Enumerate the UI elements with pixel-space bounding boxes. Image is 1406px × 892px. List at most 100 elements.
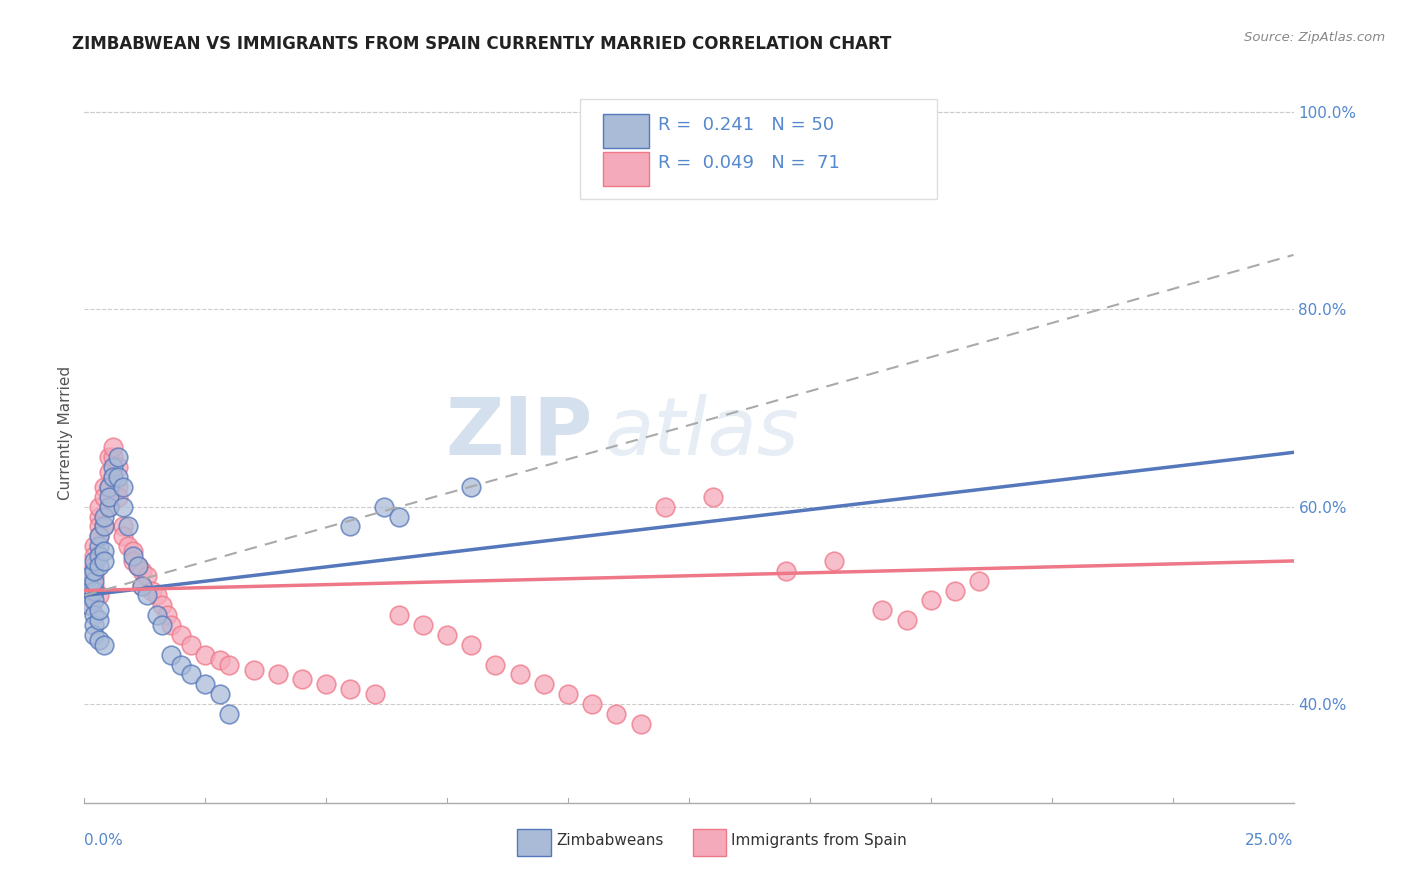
- Point: [77, 599, 100, 613]
- Point: [180, 667, 202, 681]
- Point: [103, 441, 125, 455]
- Point: [93, 638, 115, 652]
- Point: [920, 593, 942, 607]
- Point: [373, 500, 395, 514]
- Point: [93, 554, 115, 568]
- Point: [87, 539, 110, 553]
- Point: [83, 549, 105, 563]
- Point: [83, 593, 105, 607]
- Point: [127, 558, 149, 573]
- Text: R =  0.241   N = 50: R = 0.241 N = 50: [658, 116, 834, 134]
- Point: [87, 558, 110, 573]
- Point: [127, 558, 149, 573]
- Point: [117, 519, 139, 533]
- Point: [146, 589, 169, 603]
- Text: 0.0%: 0.0%: [84, 833, 124, 848]
- Point: [242, 663, 264, 677]
- Point: [605, 706, 627, 721]
- Point: [112, 500, 135, 514]
- Point: [150, 618, 173, 632]
- Point: [87, 529, 110, 543]
- Point: [267, 667, 290, 681]
- Text: Source: ZipAtlas.com: Source: ZipAtlas.com: [1244, 31, 1385, 45]
- Point: [83, 558, 105, 573]
- FancyBboxPatch shape: [517, 830, 551, 856]
- Point: [87, 589, 110, 603]
- Point: [146, 608, 169, 623]
- Point: [412, 618, 434, 632]
- Point: [87, 632, 110, 647]
- Point: [170, 657, 193, 672]
- Text: 25.0%: 25.0%: [1246, 833, 1294, 848]
- Point: [107, 490, 129, 504]
- Text: R =  0.049   N =  71: R = 0.049 N = 71: [658, 154, 839, 172]
- Point: [112, 480, 135, 494]
- Point: [967, 574, 990, 588]
- Point: [83, 568, 105, 582]
- Point: [77, 579, 100, 593]
- Point: [112, 519, 135, 533]
- Point: [97, 500, 120, 514]
- Point: [77, 579, 100, 593]
- Text: Immigrants from Spain: Immigrants from Spain: [731, 833, 907, 848]
- Point: [77, 568, 100, 582]
- Text: ZIMBABWEAN VS IMMIGRANTS FROM SPAIN CURRENTLY MARRIED CORRELATION CHART: ZIMBABWEAN VS IMMIGRANTS FROM SPAIN CURR…: [72, 35, 891, 53]
- Point: [87, 509, 110, 524]
- Point: [83, 539, 105, 553]
- Point: [107, 480, 129, 494]
- Point: [83, 579, 105, 593]
- Point: [93, 544, 115, 558]
- Point: [436, 628, 458, 642]
- Point: [509, 667, 531, 681]
- Point: [194, 648, 217, 662]
- Point: [93, 519, 115, 533]
- Point: [630, 716, 652, 731]
- Point: [83, 554, 105, 568]
- Point: [315, 677, 337, 691]
- Point: [943, 583, 966, 598]
- Point: [291, 673, 314, 687]
- Point: [87, 549, 110, 563]
- Point: [107, 460, 129, 475]
- Point: [702, 490, 724, 504]
- Point: [121, 544, 143, 558]
- Point: [97, 465, 120, 479]
- Point: [131, 579, 153, 593]
- Point: [160, 618, 183, 632]
- Point: [87, 519, 110, 533]
- Point: [97, 480, 120, 494]
- Point: [363, 687, 385, 701]
- Point: [103, 470, 125, 484]
- Text: ZIP: ZIP: [444, 393, 592, 472]
- Point: [107, 470, 129, 484]
- Point: [121, 554, 143, 568]
- Point: [388, 608, 411, 623]
- Point: [83, 608, 105, 623]
- Point: [87, 529, 110, 543]
- Point: [194, 677, 217, 691]
- Point: [388, 509, 411, 524]
- Point: [896, 613, 918, 627]
- FancyBboxPatch shape: [603, 152, 650, 186]
- Point: [112, 529, 135, 543]
- Point: [83, 618, 105, 632]
- Point: [103, 450, 125, 465]
- Y-axis label: Currently Married: Currently Married: [58, 366, 73, 500]
- Point: [775, 564, 797, 578]
- Point: [533, 677, 555, 691]
- Point: [131, 564, 153, 578]
- Point: [77, 599, 100, 613]
- Point: [581, 697, 603, 711]
- Point: [97, 450, 120, 465]
- Point: [823, 554, 845, 568]
- Point: [155, 608, 177, 623]
- Point: [208, 687, 231, 701]
- Point: [136, 568, 159, 582]
- Point: [218, 657, 240, 672]
- Point: [136, 589, 159, 603]
- Point: [87, 613, 110, 627]
- Point: [87, 603, 110, 617]
- Point: [93, 519, 115, 533]
- Point: [83, 628, 105, 642]
- Point: [97, 490, 120, 504]
